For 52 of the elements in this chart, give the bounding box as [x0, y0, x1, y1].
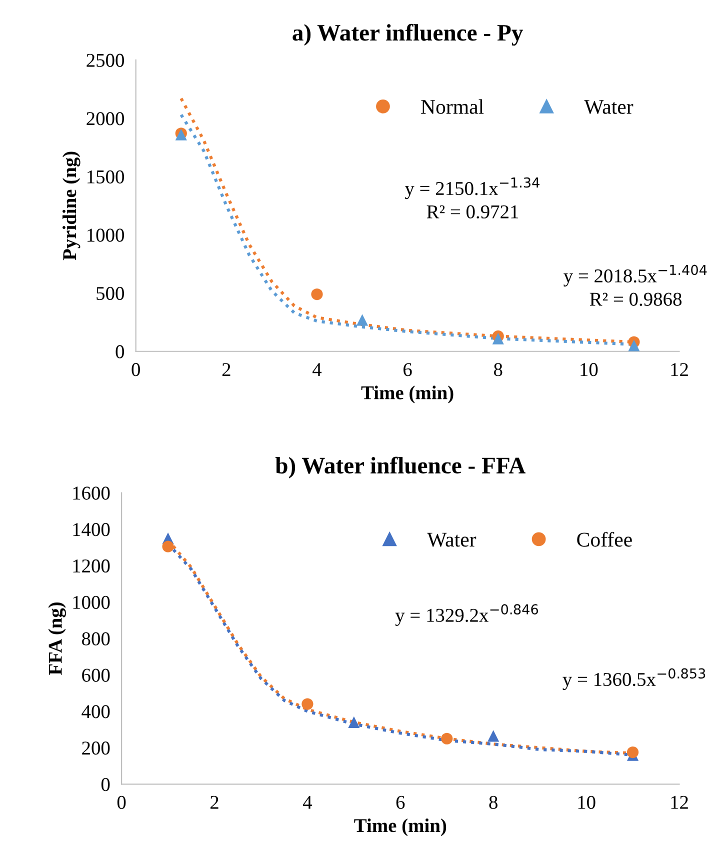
chart-title: b) Water influence - FFA [275, 456, 526, 478]
x-axis-title: Time (min) [361, 386, 454, 404]
x-axis-title: Time (min) [354, 818, 446, 836]
x-tick-label: 0 [132, 363, 140, 376]
x-tick-label: 4 [302, 796, 312, 809]
legend-label: Coffee [577, 532, 632, 547]
point [356, 314, 368, 326]
y-axis-title: FFA (ng) [48, 602, 66, 675]
y-tick-label: 200 [82, 742, 110, 755]
y-tick-label: 1500 [88, 170, 124, 184]
y-tick-label: 600 [82, 668, 110, 682]
x-tick-label: 12 [671, 363, 688, 376]
y-tick-label: 1400 [73, 523, 110, 536]
y-tick-label: 400 [82, 705, 110, 718]
point [302, 698, 314, 710]
point [311, 288, 323, 300]
y-tick-label: 0 [101, 778, 110, 792]
point [628, 340, 640, 352]
y-tick-label: 1600 [73, 486, 110, 500]
x-tick-label: 8 [489, 796, 498, 809]
legend-label: Water [427, 532, 476, 547]
point [488, 730, 500, 742]
y-tick-label: 1000 [88, 228, 124, 242]
x-tick-label: 2 [222, 363, 230, 376]
text: y = 2150.1x$^{−1.34}$ R² = 0.9721 [404, 177, 540, 218]
y-tick-label: 2500 [86, 54, 124, 67]
x-tick-label: 10 [578, 796, 596, 809]
chart-title: a) Water influence - Py [292, 24, 523, 46]
point [441, 732, 453, 744]
x-tick-label: 12 [671, 796, 688, 809]
y-tick-label: 0 [116, 345, 124, 358]
y-axis-title: Pyridine (ng) [62, 152, 80, 260]
x-tick-label: 6 [396, 796, 405, 809]
legend-label: Normal [421, 99, 484, 114]
text: y = 2018.5x$^{−1.404}$ R² = 0.9868 [564, 264, 707, 306]
y-tick-label: 1000 [73, 596, 110, 609]
point [348, 716, 360, 728]
y-tick-label: 500 [96, 286, 124, 300]
x-tick-label: 4 [312, 363, 322, 376]
x-tick-label: 2 [210, 796, 218, 809]
legend-label: Water [584, 100, 634, 114]
x-tick-label: 10 [580, 363, 598, 376]
y-tick-label: 1200 [73, 559, 110, 573]
point [626, 746, 639, 758]
y-tick-label: 2000 [86, 112, 124, 126]
annotation: y = 1360.5x$^{−0.853}$ [562, 668, 706, 690]
point [162, 540, 174, 552]
point [492, 332, 504, 344]
x-tick-label: 8 [494, 363, 502, 376]
x-tick-label: 6 [404, 363, 412, 376]
annotation: y = 1329.2x$^{−0.846}$ [395, 604, 538, 626]
y-tick-label: 800 [82, 632, 110, 646]
